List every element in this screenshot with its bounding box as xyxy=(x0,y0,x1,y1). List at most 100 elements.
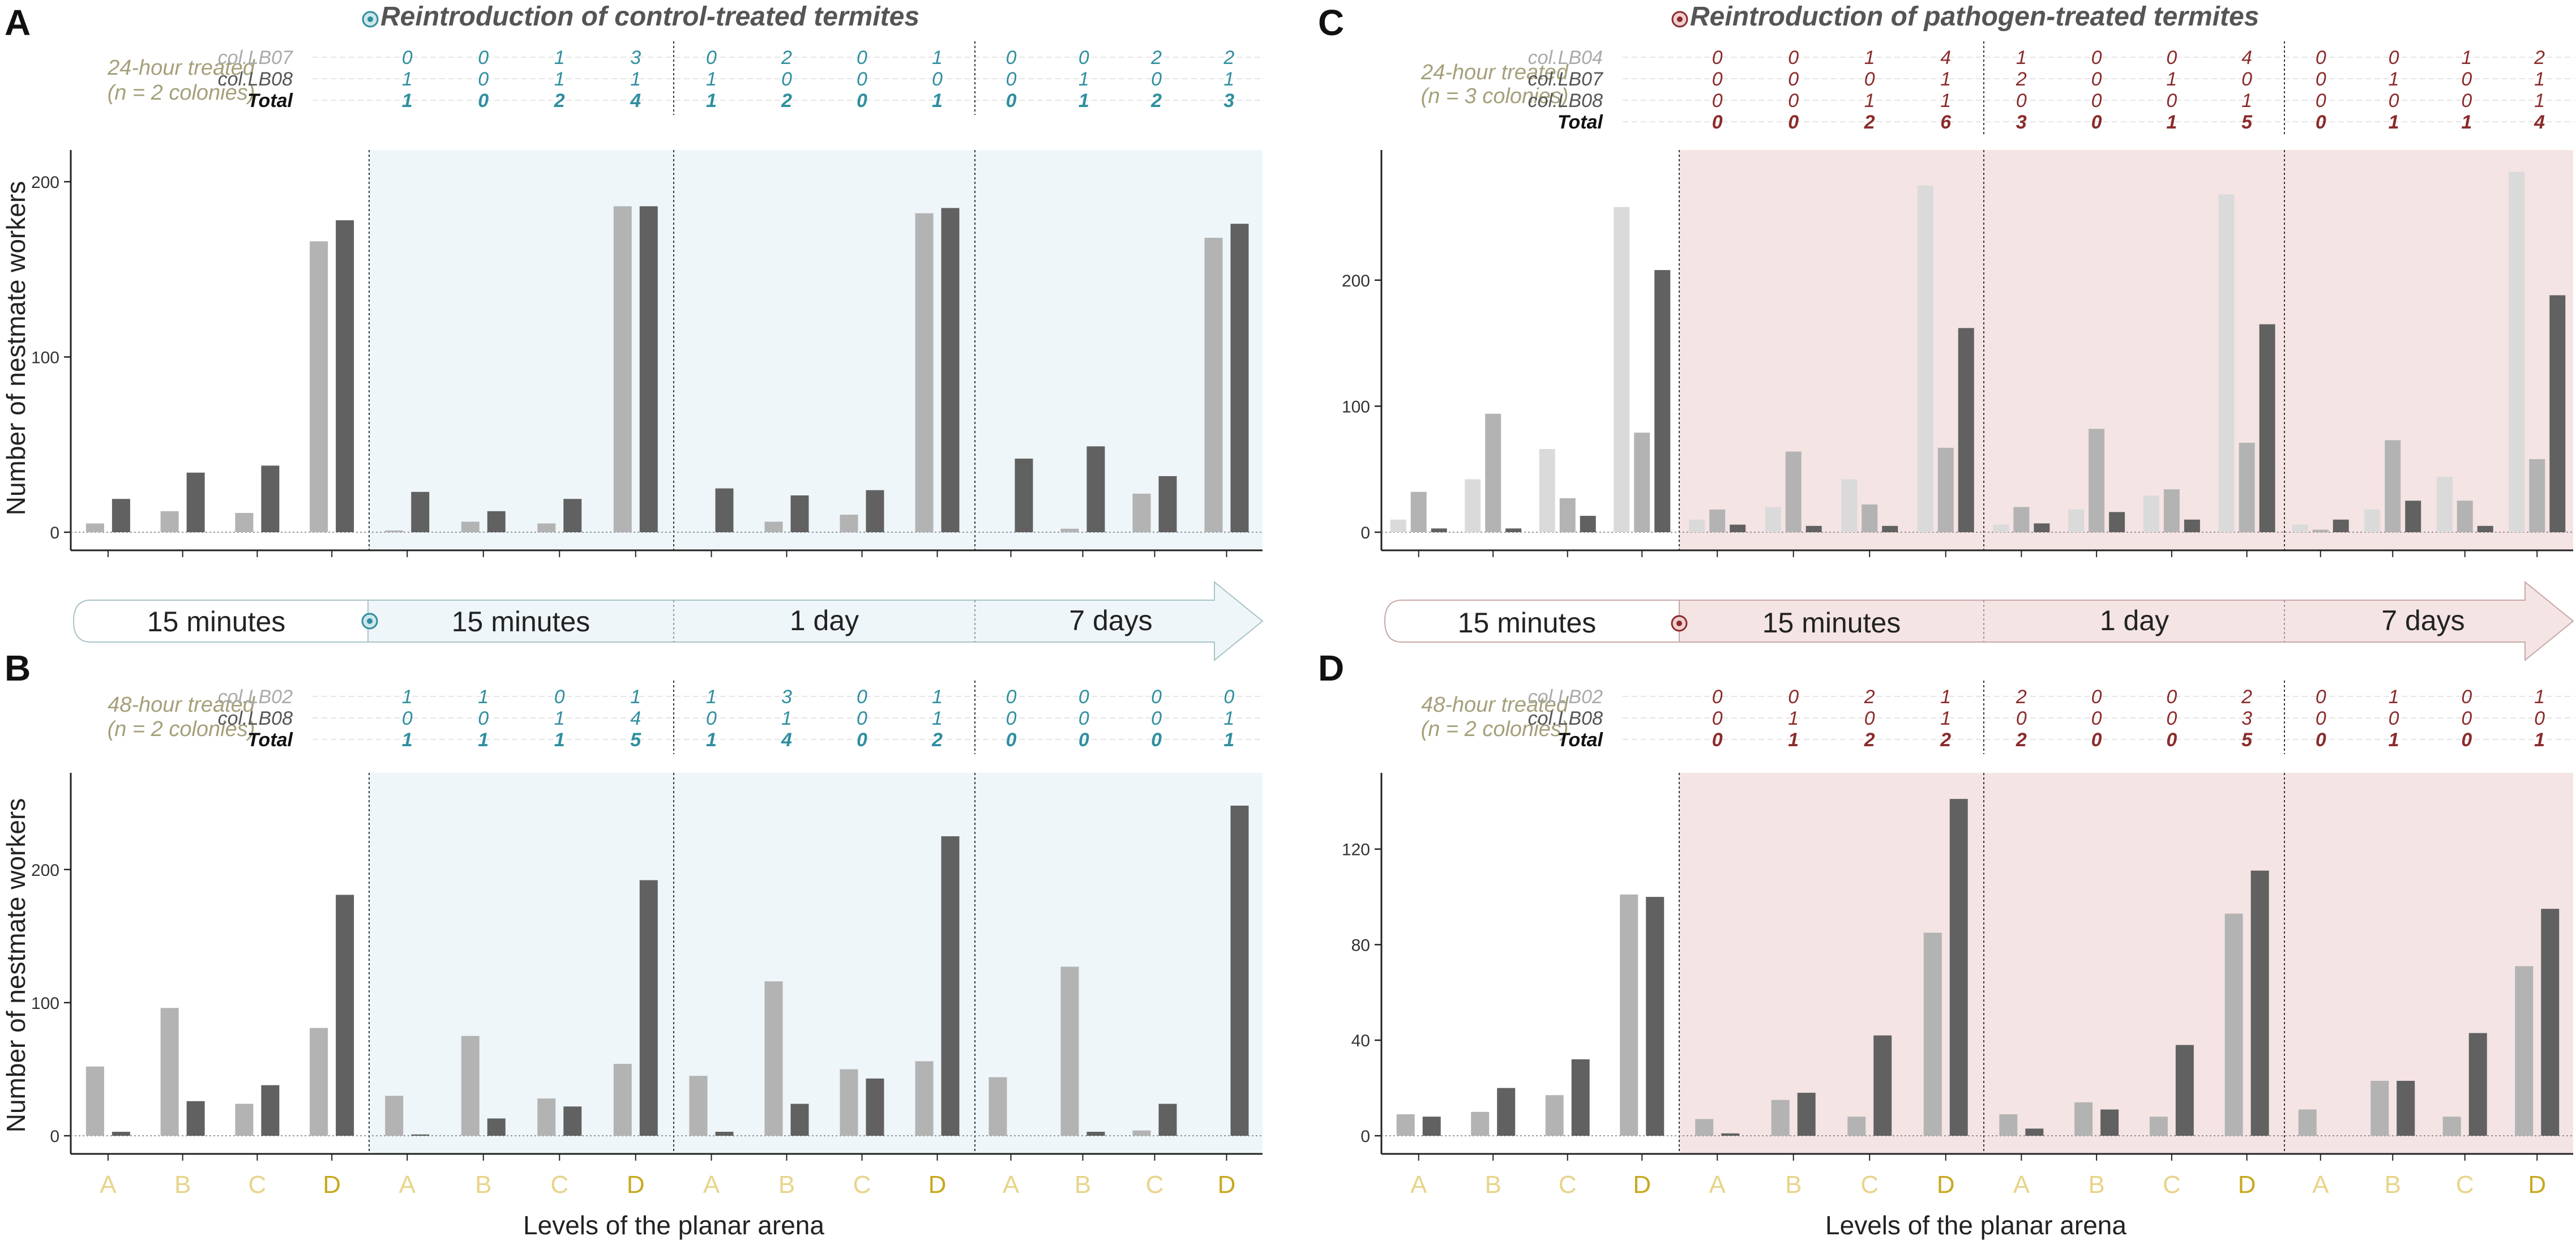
bar-col-lb07 xyxy=(537,523,556,532)
bar-col-lb04 xyxy=(1614,207,1630,532)
y-tick-label: 0 xyxy=(1360,1127,1370,1146)
level-label: B xyxy=(1485,1171,1501,1199)
table-count-value: 0 xyxy=(2461,729,2472,751)
bar-col-lb08 xyxy=(1958,328,1974,532)
table-count-value: 0 xyxy=(1151,729,1162,751)
table-count-value: 1 xyxy=(554,708,565,729)
bar-col-lb04 xyxy=(2218,194,2235,532)
table-count-value: 0 xyxy=(2166,47,2177,69)
table-count-value: 1 xyxy=(932,686,943,708)
table-count-value: 1 xyxy=(402,69,413,90)
bar-col-lb08 xyxy=(866,490,884,532)
level-label: C xyxy=(1559,1171,1577,1199)
timeline-label: 15 minutes xyxy=(147,606,286,638)
table-count-value: 0 xyxy=(554,686,565,708)
table-count-value: 0 xyxy=(2316,90,2326,112)
level-label: B xyxy=(174,1171,191,1199)
table-count-value: 0 xyxy=(478,708,489,729)
bar-col-lb08 xyxy=(1230,224,1249,532)
bar-col-lb08 xyxy=(2250,870,2269,1136)
bar-col-lb08 xyxy=(112,499,130,532)
table-count-value: 0 xyxy=(857,708,867,729)
bar-col-lb07 xyxy=(2529,459,2545,532)
y-tick-label: 0 xyxy=(50,1127,59,1146)
table-colony-label: col.LB02 xyxy=(1528,686,1603,708)
bar-col-lb08 xyxy=(790,1103,809,1136)
bar-col-lb08 xyxy=(1882,525,1898,532)
table-count-value: 0 xyxy=(857,69,867,90)
table-count-value: 0 xyxy=(2461,90,2472,112)
bar-col-lb02 xyxy=(1545,1095,1564,1136)
post-reintroduction-background xyxy=(1679,773,2573,1154)
treatment-colonies-label: (n = 2 colonies) xyxy=(108,717,255,741)
table-count-value: 1 xyxy=(1079,69,1089,90)
table-count-value: 1 xyxy=(1788,708,1799,729)
table-count-value: 4 xyxy=(630,90,641,112)
table-count-value: 6 xyxy=(1940,112,1952,133)
level-label: B xyxy=(2088,1171,2104,1199)
level-label: C xyxy=(1860,1171,1878,1199)
table-count-value: 1 xyxy=(932,90,943,112)
y-tick-label: 200 xyxy=(31,173,59,192)
table-count-value: 1 xyxy=(2016,47,2027,69)
bar-col-lb08 xyxy=(1431,528,1447,532)
table-count-value: 1 xyxy=(932,708,943,729)
bar-col-lb08 xyxy=(2109,512,2125,532)
bar-col-lb02 xyxy=(1771,1100,1790,1136)
table-count-value: 1 xyxy=(781,708,792,729)
bar-col-lb08 xyxy=(941,208,960,532)
bar-col-lb07 xyxy=(915,213,934,533)
table-count-value: 1 xyxy=(402,729,413,751)
table-count-value: 1 xyxy=(2241,90,2252,112)
bar-col-lb08 xyxy=(2541,909,2560,1136)
bar-col-lb08 xyxy=(261,465,280,532)
bar-col-lb08 xyxy=(2025,1128,2044,1136)
table-count-value: 3 xyxy=(630,47,641,69)
bar-col-lb04 xyxy=(1390,519,1406,532)
bar-col-lb08 xyxy=(639,880,658,1136)
y-tick-label: 80 xyxy=(1351,936,1370,955)
table-count-value: 1 xyxy=(2461,47,2472,69)
treatment-label: 24-hour treated xyxy=(107,56,256,80)
table-count-value: 0 xyxy=(1151,708,1162,729)
treatment-label: 24-hour treated xyxy=(1420,61,1569,84)
bar-col-lb07 xyxy=(1709,509,1726,532)
bar-col-lb04 xyxy=(1993,524,2009,532)
level-label: C xyxy=(248,1171,266,1199)
bar-col-lb08 xyxy=(2175,1045,2194,1136)
level-label: B xyxy=(1785,1171,1802,1199)
level-label: C xyxy=(2456,1171,2474,1199)
table-count-value: 0 xyxy=(2389,708,2399,729)
y-tick-label: 120 xyxy=(1342,841,1370,859)
level-label: A xyxy=(703,1171,720,1199)
table-count-value: 0 xyxy=(1006,686,1017,708)
level-label: B xyxy=(475,1171,491,1199)
bar-col-lb08 xyxy=(487,1118,506,1136)
bar-col-lb04 xyxy=(2292,524,2308,532)
table-count-value: 0 xyxy=(2091,686,2102,708)
table-count-value: 1 xyxy=(402,90,413,112)
bar-col-lb08 xyxy=(261,1085,280,1136)
table-count-value: 2 xyxy=(2016,69,2027,90)
treatment-colonies-label: (n = 2 colonies) xyxy=(108,81,255,105)
bar-col-lb02 xyxy=(2224,913,2243,1136)
bar-col-lb08 xyxy=(941,836,960,1136)
table-count-value: 0 xyxy=(2316,708,2326,729)
table-count-value: 0 xyxy=(2091,47,2102,69)
bar-col-lb08 xyxy=(411,491,430,532)
table-count-value: 0 xyxy=(1788,69,1799,90)
table-count-value: 1 xyxy=(554,47,565,69)
table-count-value: 0 xyxy=(706,708,717,729)
bar-col-lb04 xyxy=(1539,449,1555,532)
table-count-value: 0 xyxy=(2241,69,2252,90)
bar-col-lb07 xyxy=(1634,433,1650,532)
treatment-label: 48-hour treated xyxy=(108,693,256,717)
table-count-value: 1 xyxy=(1940,90,1951,112)
post-reintroduction-background xyxy=(369,150,1263,550)
table-colony-label: col.LB07 xyxy=(218,47,293,69)
table-count-value: 0 xyxy=(2316,729,2326,751)
bar-col-lb08 xyxy=(563,1106,582,1136)
level-label: D xyxy=(1633,1171,1651,1199)
table-count-value: 2 xyxy=(1940,729,1951,751)
bar-col-lb08 xyxy=(1730,524,1746,532)
